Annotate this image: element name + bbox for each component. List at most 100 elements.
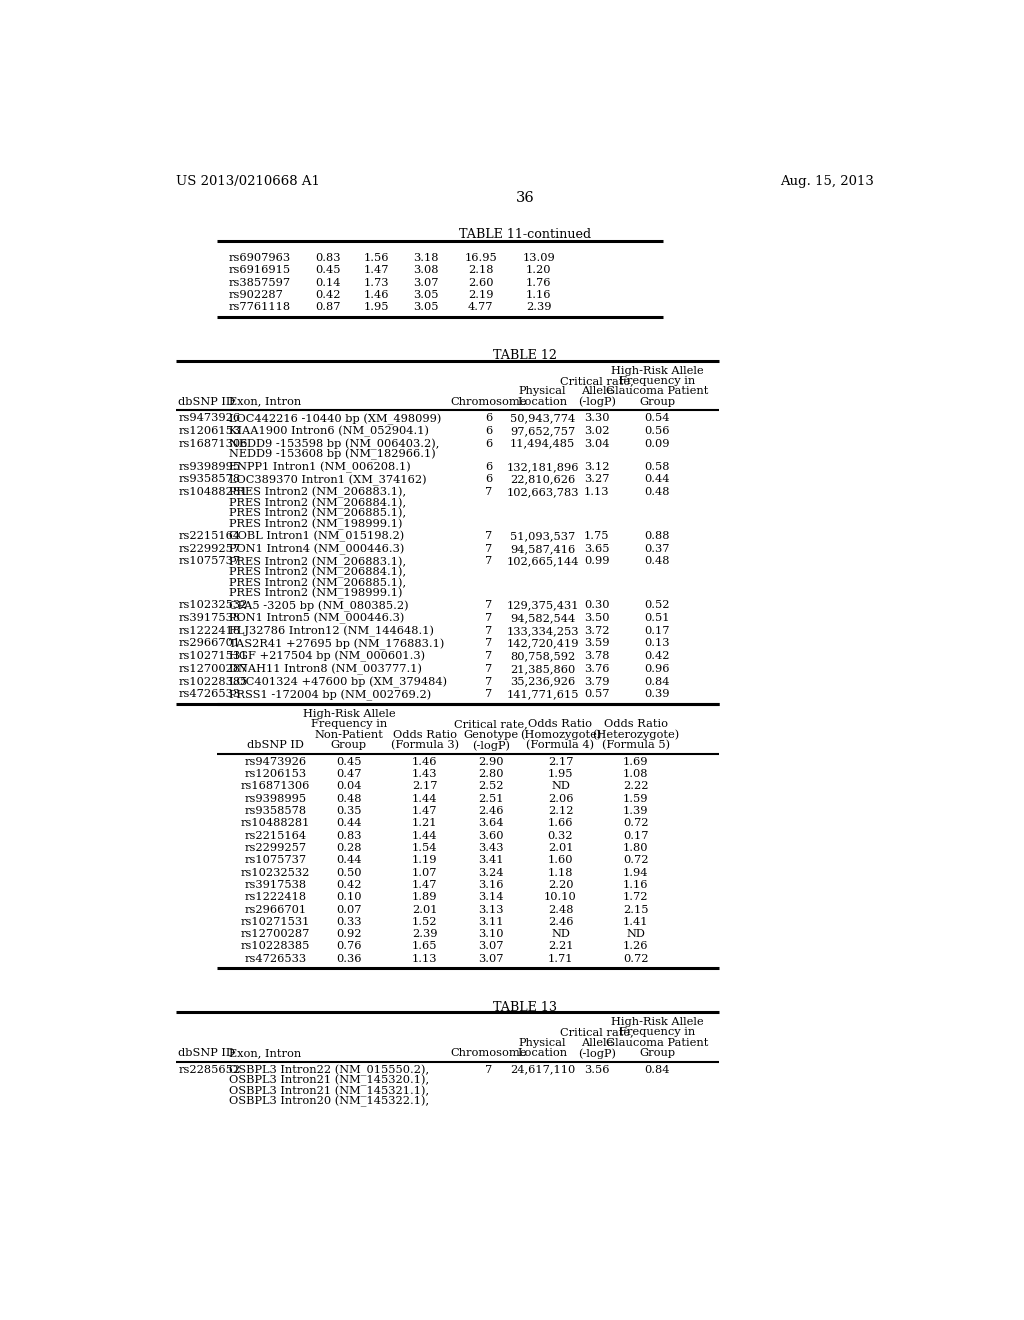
Text: 0.42: 0.42 [315, 290, 341, 300]
Text: 1.72: 1.72 [623, 892, 648, 902]
Text: Allele: Allele [581, 1038, 613, 1048]
Text: 3.24: 3.24 [478, 867, 504, 878]
Text: Frequency in: Frequency in [310, 719, 387, 730]
Text: 2.01: 2.01 [412, 904, 437, 915]
Text: 7: 7 [484, 639, 492, 648]
Text: 2.60: 2.60 [468, 277, 494, 288]
Text: 3.02: 3.02 [584, 426, 609, 436]
Text: PRES Intron2 (NM_206883.1),: PRES Intron2 (NM_206883.1), [228, 487, 406, 499]
Text: 3.60: 3.60 [478, 830, 504, 841]
Text: 0.09: 0.09 [644, 438, 670, 449]
Text: 0.17: 0.17 [644, 626, 670, 636]
Text: PON1 Intron5 (NM_000446.3): PON1 Intron5 (NM_000446.3) [228, 612, 404, 624]
Text: 0.54: 0.54 [644, 413, 670, 424]
Text: ND: ND [627, 929, 645, 939]
Text: 1.95: 1.95 [548, 770, 573, 779]
Text: 3.10: 3.10 [478, 929, 504, 939]
Text: 0.07: 0.07 [336, 904, 361, 915]
Text: 3.27: 3.27 [584, 474, 609, 484]
Text: 2.39: 2.39 [526, 302, 552, 313]
Text: 0.37: 0.37 [644, 544, 670, 554]
Text: Odds Ratio: Odds Ratio [528, 719, 593, 730]
Text: Group: Group [639, 397, 676, 407]
Text: rs4726533: rs4726533 [244, 954, 306, 964]
Text: 2.46: 2.46 [548, 917, 573, 927]
Text: 1.56: 1.56 [364, 253, 389, 263]
Text: 35,236,926: 35,236,926 [510, 677, 575, 686]
Text: 36: 36 [515, 191, 535, 205]
Text: rs2299257: rs2299257 [178, 544, 241, 554]
Text: 3.79: 3.79 [584, 677, 609, 686]
Text: rs10232532: rs10232532 [178, 601, 248, 610]
Text: 3.16: 3.16 [478, 880, 504, 890]
Text: 129,375,431: 129,375,431 [507, 601, 579, 610]
Text: 1.66: 1.66 [548, 818, 573, 828]
Text: rs9358578: rs9358578 [178, 474, 241, 484]
Text: 0.45: 0.45 [336, 756, 361, 767]
Text: 11,494,485: 11,494,485 [510, 438, 575, 449]
Text: 1.47: 1.47 [364, 265, 389, 276]
Text: 1.44: 1.44 [412, 830, 437, 841]
Text: 0.84: 0.84 [644, 1065, 670, 1074]
Text: 1.75: 1.75 [584, 531, 609, 541]
Text: NEDD9 -153598 bp (NM_006403.2),: NEDD9 -153598 bp (NM_006403.2), [228, 438, 439, 450]
Text: rs10232532: rs10232532 [241, 867, 310, 878]
Text: 80,758,592: 80,758,592 [510, 651, 575, 661]
Text: 2.18: 2.18 [468, 265, 494, 276]
Text: 6: 6 [484, 438, 492, 449]
Text: 1.69: 1.69 [623, 756, 648, 767]
Text: 7: 7 [484, 544, 492, 554]
Text: (Formula 5): (Formula 5) [601, 741, 670, 751]
Text: 0.35: 0.35 [336, 807, 361, 816]
Text: Physical: Physical [519, 1038, 566, 1048]
Text: Physical: Physical [519, 387, 566, 396]
Text: 1.76: 1.76 [526, 277, 552, 288]
Text: 1.16: 1.16 [526, 290, 552, 300]
Text: Glaucoma Patient: Glaucoma Patient [606, 1038, 709, 1048]
Text: 1.59: 1.59 [623, 793, 648, 804]
Text: 10.10: 10.10 [544, 892, 577, 902]
Text: Chromosome: Chromosome [451, 1048, 526, 1059]
Text: 0.87: 0.87 [315, 302, 341, 313]
Text: 2.80: 2.80 [478, 770, 504, 779]
Text: 1.39: 1.39 [623, 807, 648, 816]
Text: 3.41: 3.41 [478, 855, 504, 865]
Text: 0.83: 0.83 [315, 253, 341, 263]
Text: 1.21: 1.21 [412, 818, 437, 828]
Text: rs2285652: rs2285652 [178, 1065, 241, 1074]
Text: 1.19: 1.19 [412, 855, 437, 865]
Text: rs6916915: rs6916915 [228, 265, 291, 276]
Text: 13.09: 13.09 [522, 253, 555, 263]
Text: 0.84: 0.84 [644, 677, 670, 686]
Text: 16.95: 16.95 [464, 253, 497, 263]
Text: 141,771,615: 141,771,615 [507, 689, 579, 700]
Text: 6: 6 [484, 474, 492, 484]
Text: 142,720,419: 142,720,419 [507, 639, 579, 648]
Text: rs4726533: rs4726533 [178, 689, 241, 700]
Text: PON1 Intron4 (NM_000446.3): PON1 Intron4 (NM_000446.3) [228, 544, 404, 556]
Text: ND: ND [551, 929, 570, 939]
Text: 0.17: 0.17 [623, 830, 648, 841]
Text: 3.43: 3.43 [478, 843, 504, 853]
Text: NEDD9 -153608 bp (NM_182966.1): NEDD9 -153608 bp (NM_182966.1) [228, 449, 435, 461]
Text: 3.50: 3.50 [584, 612, 609, 623]
Text: Aug. 15, 2013: Aug. 15, 2013 [779, 176, 873, 189]
Text: rs10228385: rs10228385 [178, 677, 248, 686]
Text: 1.73: 1.73 [364, 277, 389, 288]
Text: 0.92: 0.92 [336, 929, 361, 939]
Text: 3.07: 3.07 [414, 277, 439, 288]
Text: 0.48: 0.48 [336, 793, 361, 804]
Text: 1.08: 1.08 [623, 770, 648, 779]
Text: 2.21: 2.21 [548, 941, 573, 952]
Text: 0.36: 0.36 [336, 954, 361, 964]
Text: rs10271531: rs10271531 [241, 917, 310, 927]
Text: (Heterozygote): (Heterozygote) [592, 730, 679, 741]
Text: 1.95: 1.95 [364, 302, 389, 313]
Text: 2.39: 2.39 [412, 929, 437, 939]
Text: rs3857597: rs3857597 [228, 277, 291, 288]
Text: 7: 7 [484, 651, 492, 661]
Text: 3.08: 3.08 [414, 265, 439, 276]
Text: 102,665,144: 102,665,144 [507, 557, 579, 566]
Text: 3.78: 3.78 [584, 651, 609, 661]
Text: 3.18: 3.18 [414, 253, 439, 263]
